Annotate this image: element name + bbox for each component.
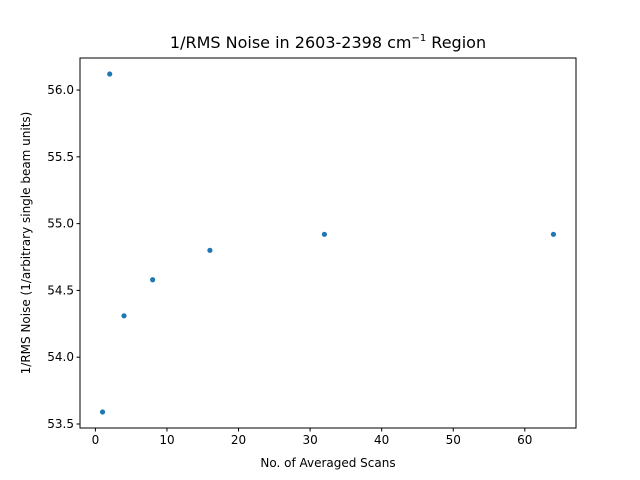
plot-frame xyxy=(79,57,577,429)
chart-title: 1/RMS Noise in 2603-2398 cm−1 Region xyxy=(170,33,486,52)
x-tick-label: 50 xyxy=(446,433,461,447)
data-point xyxy=(150,277,156,283)
data-point xyxy=(121,313,127,319)
x-tick-label: 40 xyxy=(374,433,389,447)
y-tick-label: 55.5 xyxy=(47,150,74,164)
y-axis-ticks: 53.5 54.0 54.5 55.0 55.5 56.0 xyxy=(47,83,80,431)
x-axis-label: No. of Averaged Scans xyxy=(260,456,395,470)
y-axis-label: 1/RMS Noise (1/arbitrary single beam uni… xyxy=(19,112,33,375)
y-tick-label: 54.5 xyxy=(47,283,74,297)
x-tick-label: 60 xyxy=(517,433,532,447)
title-prefix: 1/RMS Noise in 2603-2398 cm xyxy=(170,33,412,52)
y-tick-label: 53.5 xyxy=(47,417,74,431)
data-point xyxy=(550,231,557,237)
data-point xyxy=(321,231,328,237)
x-tick-label: 30 xyxy=(302,433,317,447)
title-suffix: Region xyxy=(426,33,486,52)
data-points xyxy=(99,71,557,415)
title-superscript: −1 xyxy=(411,33,426,44)
y-tick-label: 55.0 xyxy=(47,217,74,231)
y-tick-label: 56.0 xyxy=(47,83,74,97)
data-point xyxy=(207,247,213,253)
x-tick-label: 10 xyxy=(159,433,174,447)
x-axis-ticks: 0 10 20 30 40 50 60 xyxy=(92,428,532,447)
data-point xyxy=(107,71,113,77)
data-point xyxy=(99,409,106,415)
y-tick-label: 54.0 xyxy=(47,350,74,364)
x-tick-label: 0 xyxy=(92,433,100,447)
x-tick-label: 20 xyxy=(231,433,246,447)
